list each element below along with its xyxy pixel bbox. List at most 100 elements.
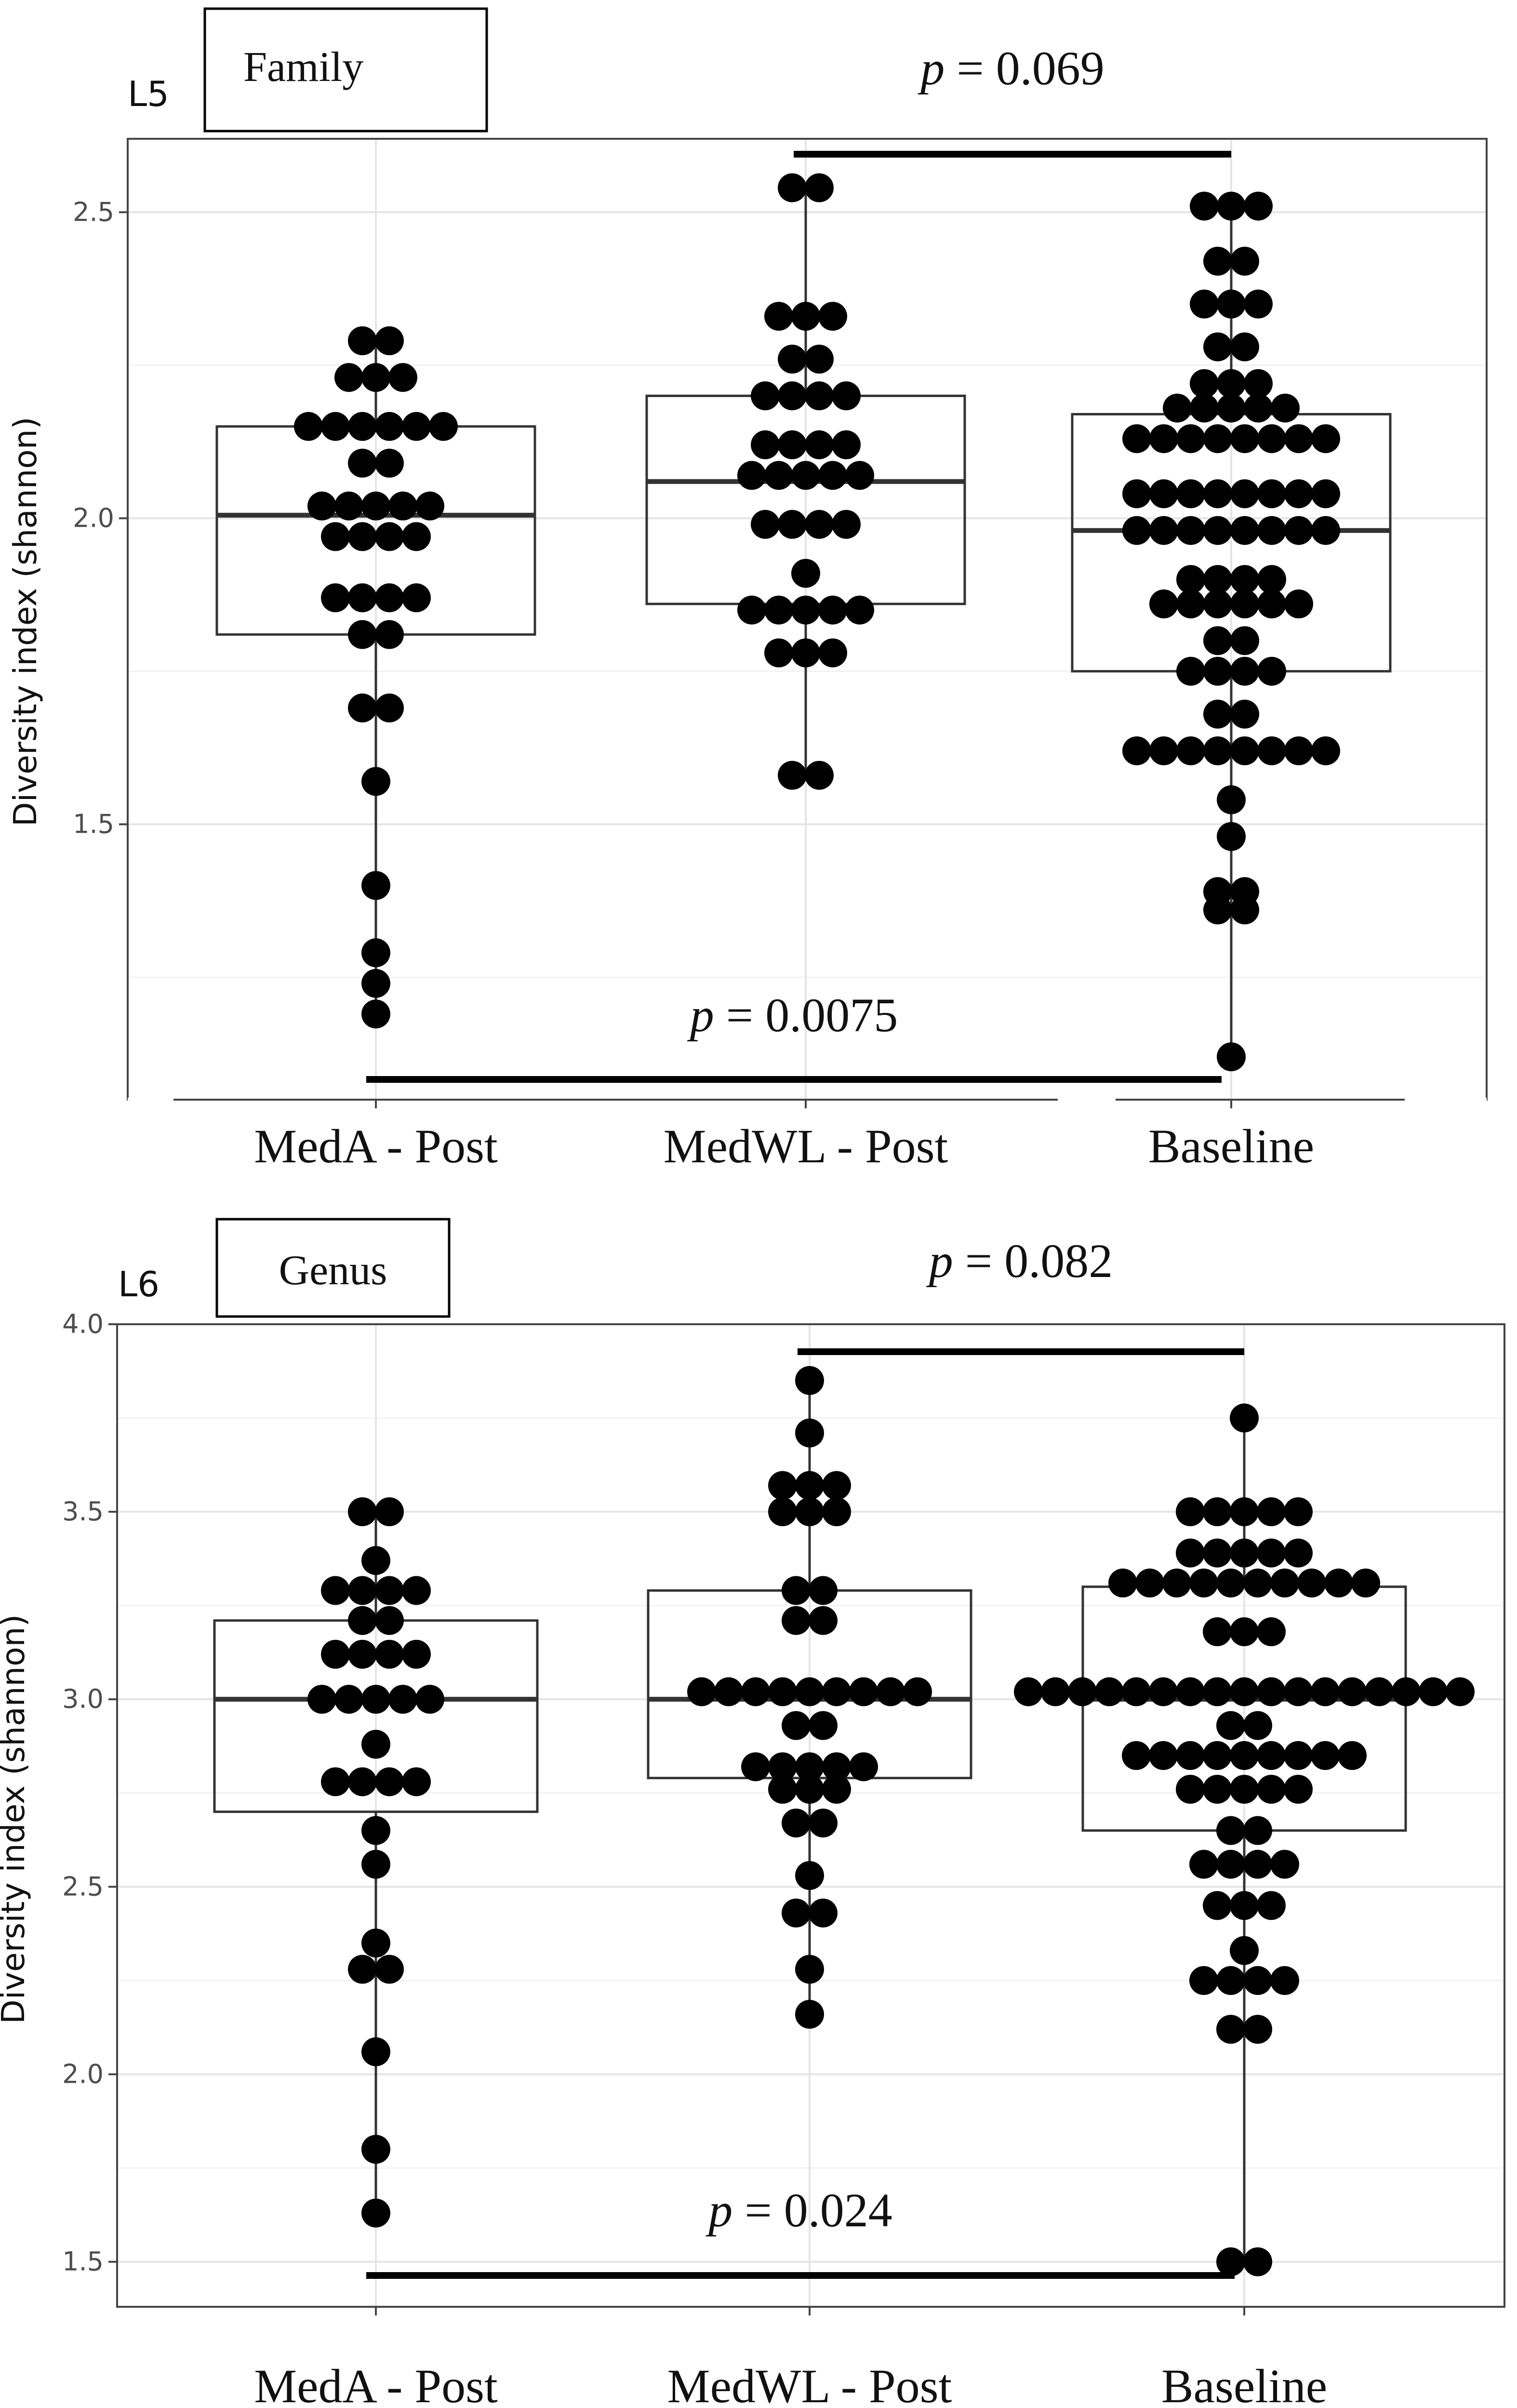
data-point [1311,736,1340,766]
data-point [1257,1538,1286,1568]
data-point [402,1767,431,1796]
y-axis-label: Diversity index (shannon) [7,417,44,826]
data-point [1190,369,1219,399]
y-tick-label: 3.5 [62,1496,104,1527]
data-point [1244,369,1273,399]
data-point [737,461,766,490]
data-point [294,412,323,441]
data-point [1149,479,1178,508]
data-point [795,1366,824,1395]
data-point [1230,332,1259,361]
data-point [1203,699,1232,729]
y-tick-label: 2.0 [73,503,114,533]
data-point [1230,626,1259,655]
data-point [1230,699,1259,729]
data-point [741,1752,770,1782]
data-point [1244,191,1273,221]
p-value-number: = 0.069 [945,41,1104,95]
data-point [334,1685,363,1714]
taxon-label: Genus [279,1247,387,1294]
x-category-label: MedWL - Post [664,1119,948,1173]
data-point [375,620,404,649]
data-point [714,1677,743,1706]
data-point [1203,1775,1232,1804]
data-point [1203,424,1232,453]
data-point [1203,736,1232,766]
data-point [805,430,834,460]
data-point [809,1898,838,1928]
data-point [1122,479,1151,508]
data-point [388,1685,417,1714]
data-point [375,522,404,551]
data-point [334,492,363,521]
data-point [361,492,390,521]
data-point [361,363,390,392]
data-point [768,1775,797,1804]
data-point [1014,1677,1043,1706]
data-point [1122,1741,1151,1770]
data-point [778,381,807,411]
data-point [361,2037,390,2066]
data-point [1257,424,1286,453]
data-point [1122,736,1151,766]
data-point [822,1677,851,1706]
taxon-label-box [215,1218,451,1318]
data-point [375,583,404,612]
data-point [1257,479,1286,508]
data-point [805,760,834,790]
data-point [375,412,404,441]
data-point [1230,1677,1259,1706]
data-point [1230,565,1259,594]
data-point [1230,247,1259,276]
data-point [791,638,820,667]
data-point [818,595,847,625]
data-point [795,1497,824,1527]
data-point [1217,191,1246,221]
data-point [1217,369,1246,399]
data-point [795,1861,824,1890]
data-point [1135,1568,1164,1597]
data-point [361,938,390,968]
data-point [764,638,793,667]
data-point [782,1606,811,1635]
data-point [1068,1677,1097,1706]
data-point [1270,1966,1299,1995]
data-point [1284,516,1313,545]
data-point [348,1955,377,1984]
data-point [348,1639,377,1669]
data-point [1338,1741,1367,1770]
data-point [822,1752,851,1782]
panel-label: L6 [118,1264,160,1304]
data-point [321,522,350,551]
data-point [782,1711,811,1740]
data-point [1176,1775,1205,1804]
data-point [903,1677,932,1706]
data-point [1257,565,1286,594]
data-point [348,1767,377,1796]
panel-border [127,138,1488,1101]
x-category-label: MedA - Post [254,1119,498,1173]
data-point [348,583,377,612]
data-point [1230,736,1259,766]
data-point [1257,1775,1286,1804]
data-point [1149,1677,1178,1706]
data-point [1284,1741,1313,1770]
data-point [1176,1741,1205,1770]
data-point [1311,1741,1340,1770]
data-point [1257,1677,1286,1706]
data-point [764,302,793,331]
data-point [1230,479,1259,508]
data-point [1216,1966,1245,1995]
data-point [402,1576,431,1605]
data-point [388,492,417,521]
data-point [791,559,820,588]
data-point [1270,1568,1299,1597]
box [1071,413,1392,673]
data-point [791,595,820,625]
data-point [1257,516,1286,545]
data-point [1122,424,1151,453]
data-point [1284,1775,1313,1804]
data-point [751,381,780,411]
data-point [1257,656,1286,686]
